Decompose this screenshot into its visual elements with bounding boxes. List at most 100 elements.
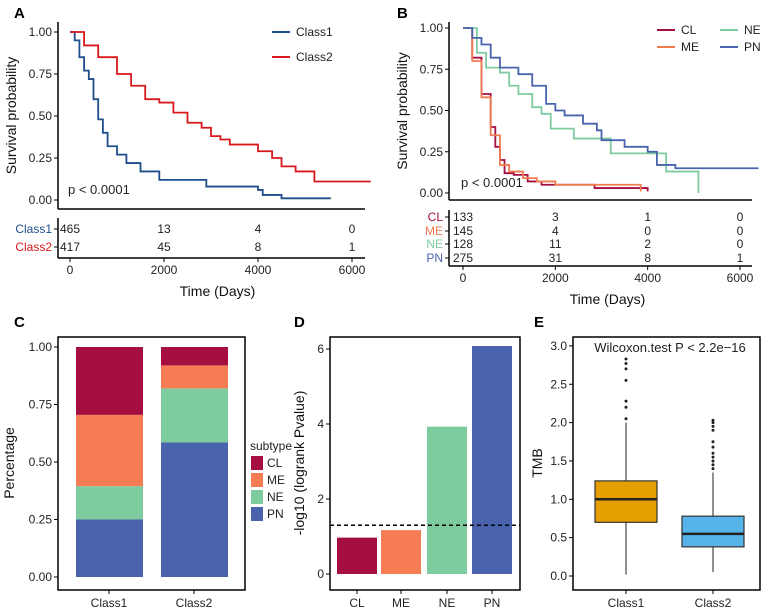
bar-segment-class1-pn <box>76 519 143 577</box>
y-tick-label: 0.00 <box>29 193 53 207</box>
y-axis-title: -log10 (logrank Pvalue) <box>291 391 307 536</box>
y-tick-label: 0.25 <box>420 145 444 159</box>
x-tick-label: 2000 <box>542 271 569 285</box>
x-tick-label: PN <box>484 596 501 610</box>
risk-count: 8 <box>255 240 262 254</box>
risk-count: 1 <box>349 240 356 254</box>
outlier-point <box>624 378 628 382</box>
risk-count: 275 <box>453 251 473 265</box>
y-tick-label: 3.0 <box>550 339 567 353</box>
risk-count: 133 <box>453 210 473 224</box>
bar-segment-class1-ne <box>76 486 143 520</box>
y-tick-label: 0.00 <box>29 570 53 584</box>
legend-label: Class2 <box>296 50 333 64</box>
y-tick-label: 0.75 <box>420 62 444 76</box>
outlier-point <box>711 440 715 444</box>
bar-pn <box>472 346 512 574</box>
y-tick-label: 0.0 <box>550 569 567 583</box>
x-tick-label: NE <box>439 596 456 610</box>
y-tick-label: 2.5 <box>550 377 567 391</box>
bar-segment-class1-me <box>76 414 143 487</box>
y-tick-label: 2 <box>317 492 324 506</box>
y-tick-label: 0.25 <box>29 151 53 165</box>
outlier-point <box>624 399 628 403</box>
y-tick-label: 0.75 <box>29 67 53 81</box>
panel-label-c: C <box>14 314 25 331</box>
bar-segment-class2-me <box>161 365 228 389</box>
x-tick-label: Class2 <box>176 596 213 610</box>
outlier-point <box>711 421 715 425</box>
outlier-point <box>711 451 715 455</box>
outlier-point <box>624 367 628 371</box>
risk-count: 0 <box>737 210 744 224</box>
legend-label: NE <box>744 23 761 37</box>
y-tick-label: 0.5 <box>550 531 567 545</box>
legend-label: Class1 <box>296 25 333 39</box>
panel-label-d: D <box>294 314 305 331</box>
outlier-point <box>711 424 715 428</box>
km-plot-a: 0.00 0.25 0.50 0.75 1.00 Survival probability… <box>3 22 371 299</box>
risk-count: 128 <box>453 237 473 251</box>
outlier-point <box>711 418 715 422</box>
legend-label: NE <box>267 490 284 504</box>
y-tick-label: 2.0 <box>550 416 567 430</box>
bar-segment-class2-cl <box>161 347 228 366</box>
risk-count: 0 <box>644 224 651 238</box>
outlier-point <box>711 445 715 449</box>
x-tick-label: 2000 <box>151 263 178 277</box>
outlier-point <box>711 428 715 432</box>
risk-count: 31 <box>549 251 563 265</box>
km-plot-b: 0.00 0.25 0.50 0.75 1.00 Survival probability… <box>394 21 761 307</box>
legend-swatch <box>251 456 263 470</box>
x-tick-label: Class1 <box>91 596 128 610</box>
legend-label: PN <box>267 507 284 521</box>
legend-label: PN <box>744 40 761 54</box>
outlier-point <box>711 467 715 471</box>
risk-count: 8 <box>644 251 651 265</box>
y-tick-label: 0.50 <box>420 104 444 118</box>
survival-curve-ne <box>463 27 700 193</box>
x-tick-label: CL <box>349 596 365 610</box>
x-tick-label: 4000 <box>634 271 661 285</box>
risk-count: 2 <box>644 237 651 251</box>
bar-segment-class2-ne <box>161 388 228 443</box>
y-tick-label: 1.0 <box>550 492 567 506</box>
risk-count: 11 <box>549 237 562 251</box>
outlier-point <box>711 455 715 459</box>
risk-count: 1 <box>737 251 744 265</box>
outlier-point <box>624 417 628 421</box>
outlier-point <box>711 459 715 463</box>
y-tick-label: 6 <box>317 342 324 356</box>
x-tick-label: 0 <box>67 263 74 277</box>
risk-table-label: Class1 <box>15 222 52 236</box>
x-axis-title: Time (Days) <box>180 283 256 299</box>
legend-label: CL <box>681 23 697 37</box>
y-tick-label: 1.00 <box>29 25 53 39</box>
y-tick-label: 1.00 <box>29 340 53 354</box>
x-axis-title: Time (Days) <box>570 291 646 307</box>
panel-label-b: B <box>397 5 408 22</box>
y-tick-label: 0 <box>317 567 324 581</box>
outlier-point <box>624 362 628 366</box>
y-tick-label: 0.50 <box>29 109 53 123</box>
bar-chart-d: CL ME NE PN 0 2 4 6 -log10 (logrank Pvalue) <box>291 336 521 610</box>
p-value-annotation: p < 0.0001 <box>461 175 523 190</box>
survival-curve-pn <box>463 27 759 170</box>
y-tick-label: 0.25 <box>29 513 53 527</box>
risk-count: 465 <box>60 222 80 236</box>
risk-table-label: NE <box>426 237 443 251</box>
risk-count: 0 <box>737 237 744 251</box>
risk-count: 0 <box>349 222 356 236</box>
x-tick-label: 6000 <box>339 263 366 277</box>
risk-count: 1 <box>644 210 651 224</box>
x-tick-label: 6000 <box>727 271 754 285</box>
panel-label-e: E <box>534 314 544 331</box>
legend-swatch <box>251 490 263 504</box>
y-axis-title: Survival probability <box>394 52 410 170</box>
risk-count: 145 <box>453 224 473 238</box>
risk-table-label: ME <box>425 224 443 238</box>
x-tick-label: Class2 <box>695 596 732 610</box>
risk-count: 13 <box>157 222 171 236</box>
y-axis-title: TMB <box>529 448 545 478</box>
bar-ne <box>427 426 467 574</box>
